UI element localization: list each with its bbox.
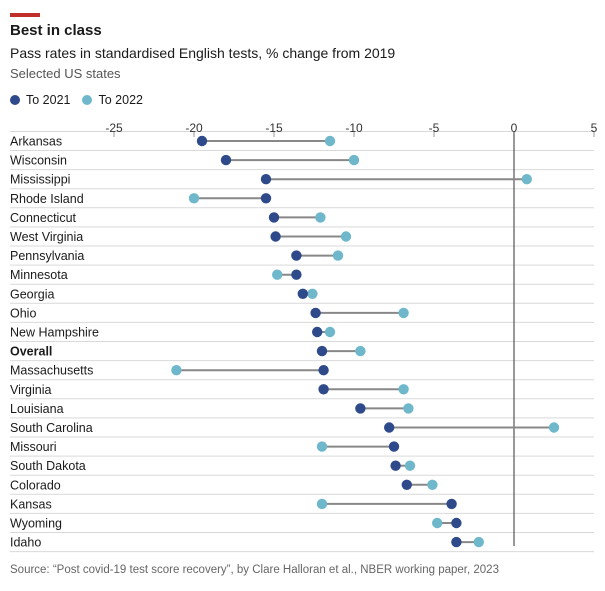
category-label: Idaho xyxy=(10,536,41,550)
dot-2021 xyxy=(451,536,462,548)
source-note: Source: “Post covid-19 test score recove… xyxy=(10,564,499,576)
category-label: Kansas xyxy=(10,497,52,511)
dot-2021 xyxy=(297,288,308,299)
dot-2021 xyxy=(318,384,329,395)
dot-2021 xyxy=(318,365,329,376)
category-label: Arkansas xyxy=(10,135,62,149)
category-label: Wyoming xyxy=(10,517,62,531)
dot-2022 xyxy=(398,307,409,319)
legend-item-2021: To 2021 xyxy=(10,93,70,107)
dot-2022 xyxy=(432,517,443,529)
dot-2021 xyxy=(451,517,462,529)
x-tick-label: -25 xyxy=(105,121,123,135)
dot-2022 xyxy=(307,288,318,299)
category-label: Colorado xyxy=(10,478,61,492)
dot-2021 xyxy=(312,326,323,338)
dot-2021 xyxy=(196,135,208,147)
dot-2021 xyxy=(446,498,457,510)
x-tick-label: -5 xyxy=(429,121,440,135)
chart-subtitle: Pass rates in standardised English tests… xyxy=(10,45,396,61)
dot-2022 xyxy=(548,422,560,433)
category-label: Massachusetts xyxy=(10,364,93,378)
legend-label-2022: To 2022 xyxy=(98,93,143,107)
dot-2022 xyxy=(315,212,326,223)
dot-2021 xyxy=(310,307,321,319)
dot-2022 xyxy=(427,479,438,490)
dot-2022 xyxy=(316,498,328,510)
dot-2021 xyxy=(316,345,328,357)
dot-2022 xyxy=(404,460,416,471)
legend-dot-2022 xyxy=(82,95,93,105)
category-label: New Hampshire xyxy=(10,326,99,340)
dot-2022 xyxy=(340,231,352,242)
dot-2022 xyxy=(398,384,409,395)
category-label: Louisiana xyxy=(10,402,64,416)
x-tick-label: 0 xyxy=(511,121,518,135)
dot-2021 xyxy=(384,422,395,433)
legend-item-2022: To 2022 xyxy=(82,93,143,107)
dot-2021 xyxy=(268,212,280,223)
legend-label-2021: To 2021 xyxy=(26,93,71,107)
dot-2021 xyxy=(291,250,302,261)
chart-title: Best in class xyxy=(10,22,102,39)
category-label: Georgia xyxy=(10,287,55,301)
dot-2021 xyxy=(291,269,302,280)
x-tick-label: -10 xyxy=(345,121,363,135)
dot-2021 xyxy=(260,193,272,204)
category-label: Connecticut xyxy=(10,211,77,225)
dot-2021 xyxy=(390,460,401,471)
category-label: Minnesota xyxy=(10,268,68,282)
dot-2022 xyxy=(316,441,328,452)
legend: To 2021 To 2022 xyxy=(10,93,155,107)
dot-2021 xyxy=(355,403,366,414)
dot-2021 xyxy=(220,154,232,166)
category-label: South Carolina xyxy=(10,421,93,435)
dot-2022 xyxy=(171,365,182,376)
dot-2022 xyxy=(473,536,484,548)
x-tick-label: -15 xyxy=(265,121,283,135)
dot-2021 xyxy=(270,231,281,242)
dot-2022 xyxy=(355,345,366,357)
legend-dot-2021 xyxy=(10,95,20,105)
dot-2021 xyxy=(388,441,400,452)
chart-note: Selected US states xyxy=(10,66,121,81)
dot-2022 xyxy=(324,135,336,147)
category-label: West Virginia xyxy=(10,230,83,244)
dot-plot-chart: -25 -20 -15 -10 -5 0 5 Arkansas Wisconsin Mississ… xyxy=(10,121,598,553)
category-label: Virginia xyxy=(10,383,52,397)
category-label: Pennsylvania xyxy=(10,249,84,263)
accent-bar xyxy=(10,13,40,17)
category-label: Overall xyxy=(10,345,52,359)
dot-2021 xyxy=(401,479,412,490)
category-label: Wisconsin xyxy=(10,154,67,168)
category-label: Mississippi xyxy=(10,173,70,187)
dot-2022 xyxy=(324,326,336,338)
dot-2022 xyxy=(521,174,532,185)
dot-2022 xyxy=(272,269,283,280)
category-label: Missouri xyxy=(10,440,57,454)
dot-2022 xyxy=(403,403,414,414)
category-label: Rhode Island xyxy=(10,192,84,206)
category-label: South Dakota xyxy=(10,459,86,473)
category-label: Ohio xyxy=(10,306,36,320)
x-tick-label: 5 xyxy=(591,121,598,135)
dot-2022 xyxy=(332,250,344,261)
dot-2022 xyxy=(188,193,200,204)
dot-2021 xyxy=(260,174,272,185)
dot-2022 xyxy=(348,154,360,166)
x-tick-label: -20 xyxy=(185,121,203,135)
